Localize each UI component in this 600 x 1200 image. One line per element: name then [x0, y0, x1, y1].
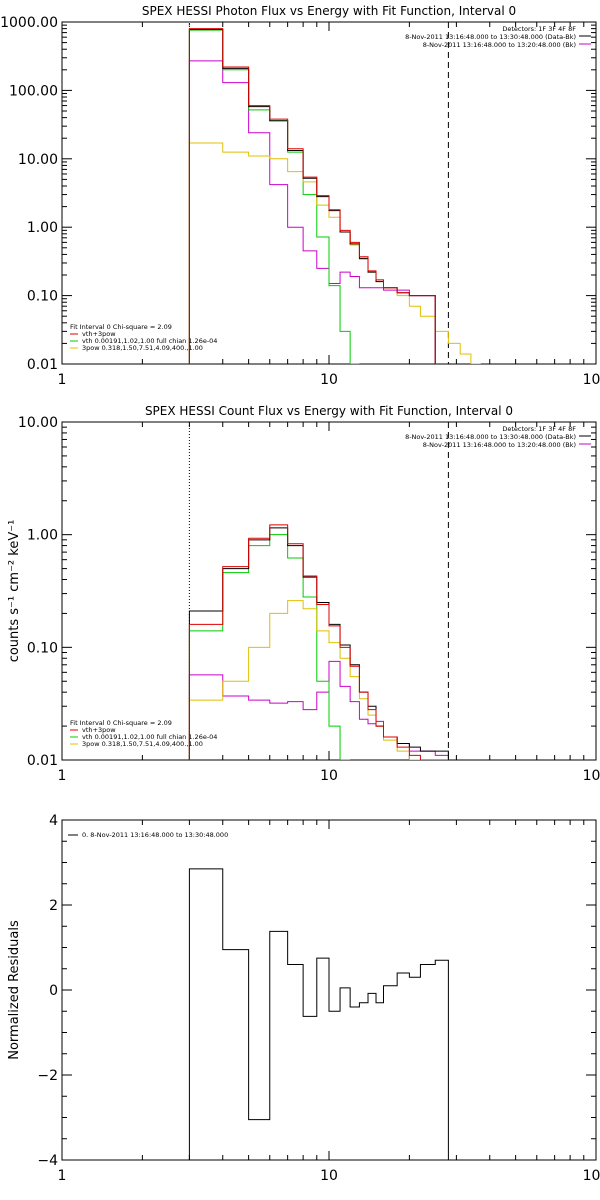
x-tick-label: 100: [583, 768, 600, 784]
y-tick-label: 0.01: [27, 357, 58, 373]
y-tick-label: −4: [37, 1153, 58, 1169]
x-tick-label: 100: [583, 372, 600, 388]
series-vth-3pow-line: [188, 524, 449, 760]
legend-entry: 0. 8-Nov-2011 13:16:48.000 to 13:30:48.0…: [82, 831, 228, 839]
plot-title: SPEX HESSI Photon Flux vs Energy with Fi…: [142, 4, 516, 18]
x-tick-label: 10: [320, 1168, 338, 1184]
y-axis-label: counts s⁻¹ cm⁻² keV⁻¹: [7, 520, 22, 663]
header-text: Detectors: 1F 3F 4F 8F: [502, 25, 576, 33]
header-text: 8-Nov-2011 13:16:48.000 to 13:20:48.000 …: [423, 441, 576, 449]
legend-entry: vth+3pow: [82, 726, 116, 734]
y-tick-label: 1.00: [27, 528, 58, 544]
x-tick-label: 10: [320, 768, 338, 784]
series-data-bk-line: [188, 28, 436, 364]
plot-frame: [61, 21, 597, 365]
y-tick-label: 2: [49, 898, 58, 914]
legend-entry: vth 0.00191,1.02,1.00 full chian 1.26e-0…: [82, 733, 217, 741]
y-tick-label: 4: [49, 813, 58, 829]
y-tick-label: 0.10: [27, 640, 58, 656]
y-tick-label: 1.00: [27, 220, 58, 236]
y-tick-label: 100.00: [9, 83, 58, 99]
header-text: Detectors: 1F 3F 4F 8F: [502, 425, 576, 433]
series-vth-line: [188, 29, 360, 364]
y-tick-label: 0.10: [27, 289, 58, 305]
y-tick-label: 0.01: [27, 753, 58, 769]
header-text: 8-Nov-2011 13:16:48.000 to 13:30:48.000 …: [405, 33, 576, 41]
data-area: [188, 868, 449, 1160]
legend-entry: 3pow 0.318,1.50,7.51,4.09,400.,1.00: [82, 344, 203, 352]
legend-fit-label: Fit Interval 0 Chi-square = 2.09: [70, 323, 172, 331]
header-text: 8-Nov-2011 13:16:48.000 to 13:20:48.000 …: [423, 41, 576, 49]
header-text: 8-Nov-2011 13:16:48.000 to 13:30:48.000 …: [405, 433, 576, 441]
y-tick-label: 10.00: [18, 415, 58, 431]
series-bk-line: [188, 60, 436, 364]
legend-entry: vth+3pow: [82, 330, 116, 338]
series-residuals-line: [188, 868, 449, 1160]
series-vth-3pow-line: [188, 28, 436, 364]
series-3pow-line: [188, 142, 481, 364]
data-area: [188, 524, 449, 760]
data-area: [188, 28, 481, 364]
panel-1: SPEX HESSI Photon Flux vs Energy with Fi…: [0, 4, 600, 388]
x-tick-label: 1: [58, 372, 67, 388]
legend-entry: vth 0.00191,1.02,1.00 full chian 1.26e-0…: [82, 337, 217, 345]
plot-title: SPEX HESSI Count Flux vs Energy with Fit…: [145, 404, 513, 418]
panel-2: SPEX HESSI Count Flux vs Energy with Fit…: [7, 404, 600, 784]
x-tick-label: 100: [583, 1168, 600, 1184]
y-tick-label: 10.00: [18, 152, 58, 168]
y-axis-label: Normalized Residuals: [7, 920, 22, 1060]
panel-3: Normalized Residuals 1 10 100 −4 −2 0 2 4 0. 8-No…: [7, 813, 600, 1184]
y-tick-label: 0: [49, 983, 58, 999]
series-3pow-line: [188, 600, 449, 760]
x-tick-label: 1: [58, 1168, 67, 1184]
legend-entry: 3pow 0.318,1.50,7.51,4.09,400.,1.00: [82, 740, 203, 748]
legend-fit-label: Fit Interval 0 Chi-square = 2.09: [70, 719, 172, 727]
y-tick-label: 1000.00: [0, 15, 58, 31]
series-data-bk-line: [188, 527, 449, 760]
x-tick-label: 1: [58, 768, 67, 784]
x-tick-label: 10: [320, 372, 338, 388]
y-tick-label: −2: [37, 1068, 58, 1084]
